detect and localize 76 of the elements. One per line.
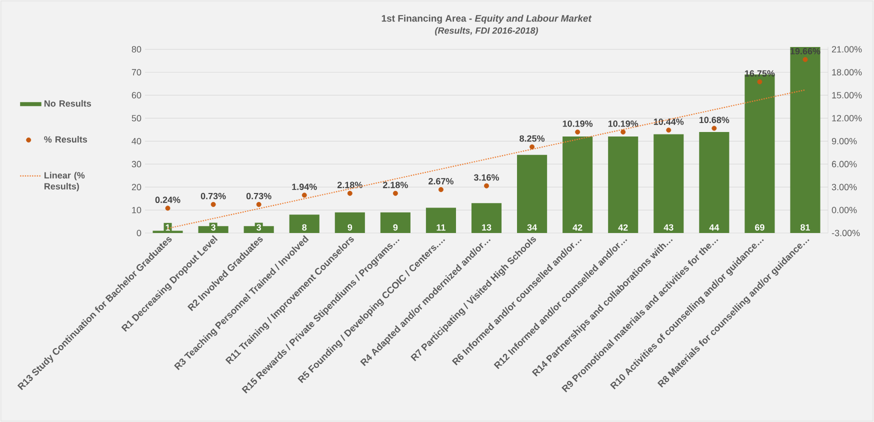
data-label: 42 [618, 224, 628, 231]
point [712, 126, 717, 131]
data-label: 0.24% [155, 196, 180, 204]
data-label: 10.19% [562, 120, 593, 127]
data-label: 0.73% [246, 192, 272, 200]
y-tick-label: 40 [132, 138, 142, 144]
data-label: 2.67% [428, 178, 454, 184]
chart-subtitle: (Results, FDI 2016-2018) [435, 27, 538, 36]
data-label: 11 [436, 224, 446, 231]
point [392, 190, 398, 196]
y2-tick-label: 3.00% [832, 184, 857, 190]
y-tick-label: 80 [132, 46, 142, 52]
legend-label: No Results [44, 100, 92, 107]
point [165, 206, 170, 211]
data-label: 0.73% [200, 192, 226, 200]
bar [517, 154, 548, 233]
point [302, 192, 307, 198]
bar [790, 47, 820, 233]
bar [380, 212, 410, 233]
y-tick-label: 70 [132, 69, 142, 76]
point [620, 130, 626, 135]
data-label: 81 [800, 224, 810, 231]
data-label: 34 [527, 224, 537, 231]
point [575, 130, 580, 135]
data-label: 13 [482, 224, 492, 231]
y2-tick-label: 15.00% [832, 92, 862, 98]
point [438, 187, 444, 192]
data-label: 10.68% [699, 116, 730, 124]
point [530, 144, 535, 150]
y-tick-label: 30 [132, 160, 142, 168]
data-label: 44 [709, 224, 720, 231]
y-tick-label: 10 [132, 206, 142, 214]
point [802, 57, 808, 62]
bar [334, 212, 365, 233]
legend-label: Linear (% Results) [44, 172, 85, 192]
data-label: 1.94% [292, 184, 317, 190]
y2-tick-label: 9.00% [832, 138, 857, 144]
bar [471, 203, 502, 233]
data-label: 3.16% [474, 174, 500, 181]
data-label: 42 [572, 224, 582, 231]
bar [654, 134, 684, 233]
y2-tick-label: -3.00% [832, 230, 860, 236]
data-label: 8.25% [520, 135, 545, 142]
bar [289, 214, 320, 233]
data-label: 69 [755, 224, 764, 231]
data-label: 9 [348, 224, 352, 231]
legend-label: % Results [44, 136, 88, 143]
y2-tick-label: 18.00% [832, 69, 862, 76]
data-label: 43 [664, 224, 674, 231]
bar [562, 136, 593, 233]
point [256, 202, 262, 207]
y2-tick-label: 12.00% [832, 114, 862, 122]
chart-title: 1st Financing Area - Equity and Labour Market [382, 14, 592, 24]
data-label: 2.18% [382, 182, 408, 188]
point [484, 183, 489, 188]
bar [608, 136, 638, 233]
point [666, 128, 672, 133]
y-tick-label: 20 [132, 184, 142, 190]
data-label: 1 [166, 224, 170, 231]
data-label: 3 [211, 224, 216, 231]
y2-tick-label: 0.00% [832, 206, 857, 214]
y-tick-label: 50 [132, 115, 142, 122]
y-tick-label: 60 [132, 92, 142, 98]
bar [699, 132, 730, 233]
data-label: 10.19% [608, 120, 638, 127]
bar [426, 208, 456, 233]
point [210, 202, 216, 207]
data-label: 3 [256, 224, 262, 231]
point [757, 79, 762, 84]
data-label: 8 [302, 224, 307, 231]
y2-tick-label: 6.00% [832, 160, 857, 168]
y2-tick-label: 21.00% [832, 46, 862, 52]
data-label: 2.18% [337, 182, 362, 188]
data-label: 9 [393, 224, 398, 231]
point [347, 190, 352, 196]
y-tick-label: 0 [136, 230, 142, 236]
